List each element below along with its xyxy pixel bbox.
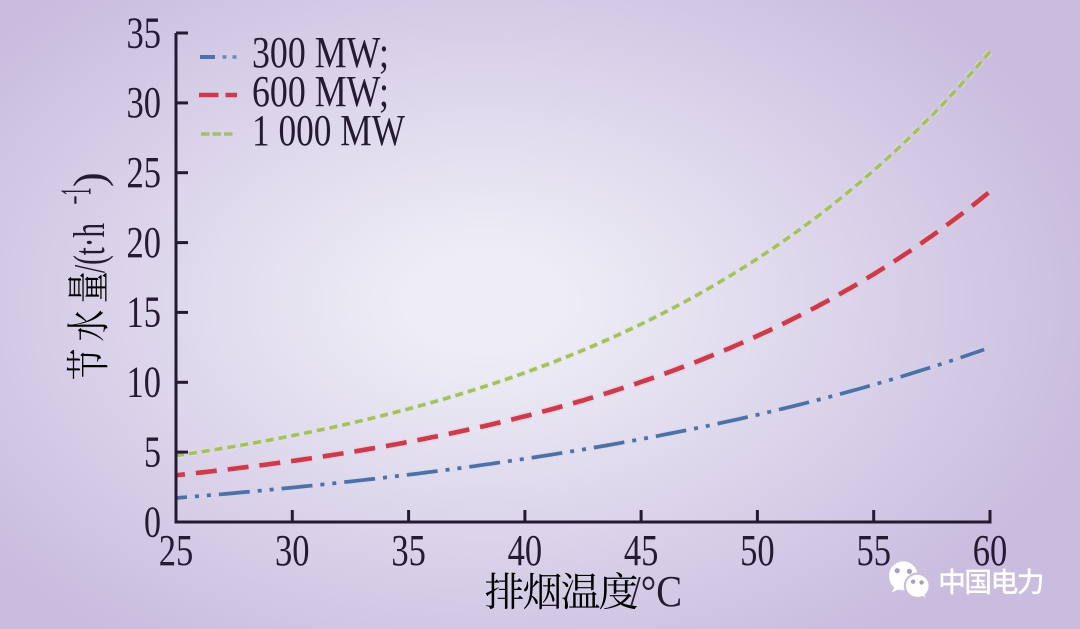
svg-text:0: 0	[144, 497, 161, 546]
svg-text:45: 45	[624, 526, 659, 575]
svg-text:/(t·h: /(t·h	[65, 223, 114, 273]
svg-text:30: 30	[127, 78, 162, 127]
svg-text:35: 35	[391, 526, 426, 575]
svg-text:20: 20	[127, 218, 162, 267]
svg-text:55: 55	[856, 526, 891, 575]
svg-text:600 MW;: 600 MW;	[252, 67, 389, 116]
svg-text:1 000 MW: 1 000 MW	[252, 106, 405, 155]
svg-text:−1: −1	[51, 188, 100, 205]
svg-text:300 MW;: 300 MW;	[252, 28, 389, 77]
svg-text:25: 25	[159, 526, 194, 575]
svg-text:50: 50	[740, 526, 775, 575]
svg-text:10: 10	[127, 358, 162, 407]
svg-text:15: 15	[127, 288, 162, 337]
svg-text:): )	[65, 172, 114, 187]
svg-text:60: 60	[973, 526, 1008, 575]
svg-text:5: 5	[144, 427, 161, 476]
svg-text:35: 35	[127, 8, 162, 57]
svg-text:30: 30	[275, 526, 310, 575]
svg-text:25: 25	[127, 148, 162, 197]
svg-text:/°C: /°C	[630, 567, 682, 616]
svg-text:40: 40	[508, 526, 543, 575]
